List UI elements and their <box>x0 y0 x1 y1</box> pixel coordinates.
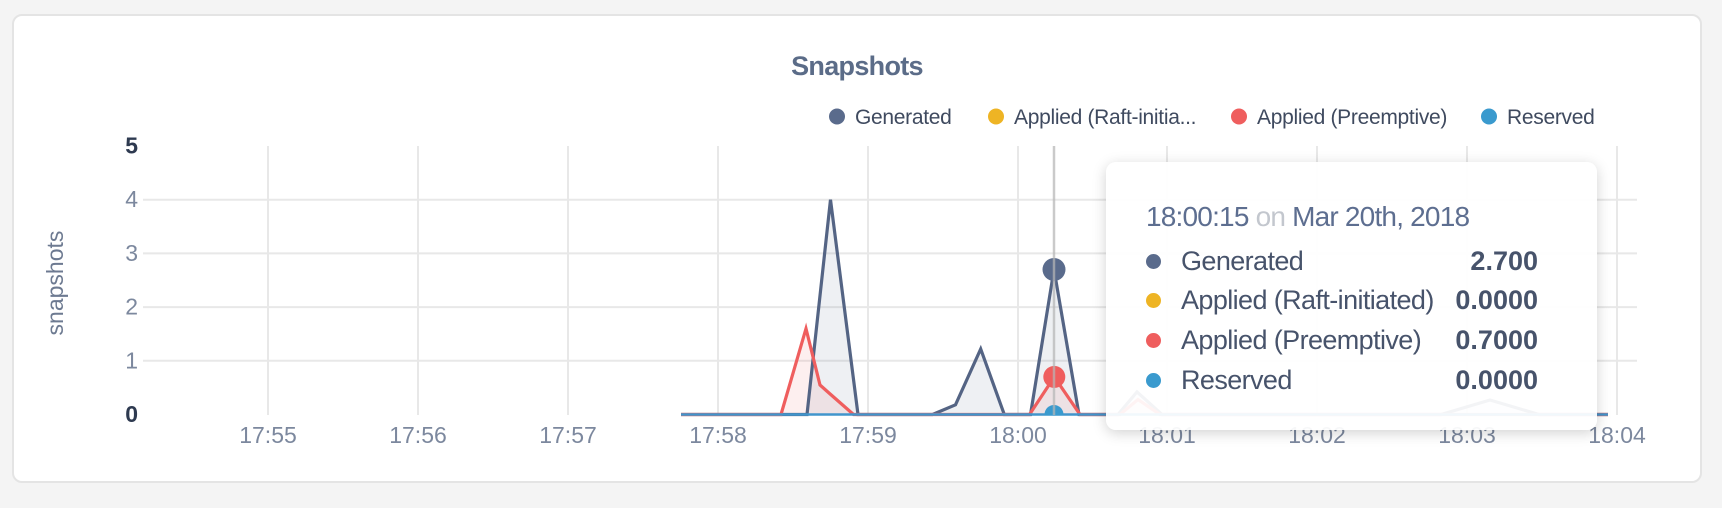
svg-text:17:58: 17:58 <box>689 422 747 448</box>
svg-text:4: 4 <box>125 186 138 212</box>
svg-text:Reserved: Reserved <box>1507 106 1594 129</box>
svg-text:18:00: 18:00 <box>989 422 1047 448</box>
svg-text:2: 2 <box>125 294 138 320</box>
svg-text:snapshots: snapshots <box>42 231 68 336</box>
svg-text:5: 5 <box>125 133 138 159</box>
svg-text:1: 1 <box>125 347 138 373</box>
svg-text:17:57: 17:57 <box>539 422 597 448</box>
svg-text:0: 0 <box>125 401 138 427</box>
svg-text:Snapshots: Snapshots <box>791 51 923 81</box>
svg-text:18:04: 18:04 <box>1588 422 1646 448</box>
svg-text:17:56: 17:56 <box>389 422 447 448</box>
svg-text:Applied (Raft-initia...: Applied (Raft-initia... <box>1014 106 1196 129</box>
svg-text:3: 3 <box>125 240 138 266</box>
svg-text:Applied (Preemptive): Applied (Preemptive) <box>1257 106 1447 129</box>
svg-text:17:55: 17:55 <box>239 422 297 448</box>
svg-text:Generated: Generated <box>855 106 952 129</box>
svg-text:17:59: 17:59 <box>839 422 897 448</box>
